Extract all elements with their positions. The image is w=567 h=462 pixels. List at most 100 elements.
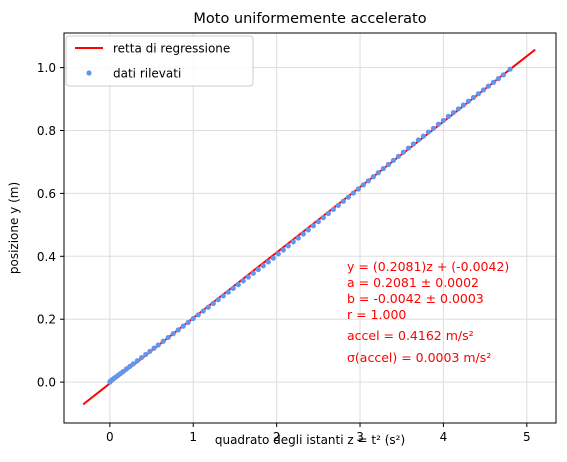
data-point [450,109,457,116]
y-axis-label: posizione y (m) [7,182,21,274]
data-point [225,289,231,295]
data-point [270,255,276,261]
x-tick-label: 4 [440,430,448,444]
chart-title: Moto uniformemente accelerato [193,11,426,27]
data-point [185,319,191,325]
data-point [490,79,497,85]
data-point [285,243,291,249]
data-point [360,182,366,188]
data-point [350,190,356,196]
x-axis-label: quadrato degli istanti z = t² (s²) [215,433,405,447]
data-point [507,66,513,72]
data-point [205,304,211,310]
data-point [195,312,201,318]
data-point [210,300,216,307]
data-point [455,106,462,112]
data-point [305,227,311,233]
data-point [245,274,251,280]
annotation-line: y = (0.2081)z + (-0.0042) [347,259,509,274]
axis-ticks: 0 1 2 3 4 5 0.0 0.2 0.4 0.6 0.8 1.0 [37,61,531,444]
data-point [420,133,427,139]
data-point [200,308,206,314]
data-point [470,94,477,101]
data-point [400,149,406,155]
data-point [475,91,482,97]
data-point [425,129,432,135]
plot-data [82,48,536,406]
data-point [325,210,331,217]
data-point [255,266,261,273]
data-point [290,239,296,245]
grid [64,33,556,423]
data-point [335,202,341,208]
x-tick-label: 3 [356,430,364,444]
data-point [355,186,361,192]
annotation-line: b = -0.0042 ± 0.0003 [347,291,484,306]
data-point [230,285,236,291]
legend-swatch-data-points [86,70,92,76]
data-point [415,137,422,143]
data-point [445,113,452,119]
data-point [175,327,181,333]
data-point [138,354,145,361]
data-point [134,358,140,364]
data-point [395,153,401,159]
data-point [480,87,487,93]
data-point [295,235,301,241]
data-point [151,345,157,351]
y-tick-label: 0.2 [37,313,56,327]
data-point [315,219,321,225]
data-point [215,297,221,303]
y-tick-label: 0.6 [37,187,56,201]
x-tick-label: 0 [106,430,114,444]
y-tick-label: 0.4 [37,250,56,264]
data-point [430,125,437,131]
data-point [160,338,166,344]
annotation-line: accel = 0.4162 m/s² [347,328,474,343]
fit-annotations: y = (0.2081)z + (-0.0042)a = 0.2081 ± 0.… [347,259,509,365]
data-point [250,270,256,276]
data-point [495,76,502,82]
annotation-line: σ(accel) = 0.0003 m/s² [347,350,491,365]
annotation-line: a = 0.2081 ± 0.0002 [347,275,479,290]
data-point [165,334,171,341]
plot-frame [63,32,557,424]
legend-label-regression: retta di regressione [113,42,230,56]
data-point [375,170,381,176]
data-point [390,157,396,163]
data-point [220,293,226,299]
data-point [385,161,391,168]
y-tick-label: 0.8 [37,124,56,138]
data-point [435,121,442,127]
data-point [465,98,472,104]
data-point [320,215,326,221]
data-point [155,342,161,348]
data-point [370,174,376,180]
data-point [440,117,447,124]
y-tick-label: 0.0 [37,376,56,390]
data-point [405,145,411,151]
data-point [345,194,351,200]
legend-label-data-points: dati rilevati [113,67,181,81]
data-point [260,263,266,269]
annotation-line: r = 1.000 [347,307,406,322]
data-point [143,351,149,358]
data-point [330,206,336,213]
data-point [275,251,281,257]
x-tick-label: 2 [273,430,281,444]
data-point [280,247,286,253]
data-point [500,72,507,78]
data-point [147,348,153,354]
data-point [365,178,371,184]
y-tick-label: 1.0 [37,61,56,75]
data-point [340,198,346,204]
data-point [410,141,416,147]
data-point [130,361,136,367]
data-point [460,102,467,108]
data-point [380,165,386,172]
data-point [485,83,492,89]
data-point [170,331,176,337]
data-point [190,315,196,322]
x-tick-label: 1 [189,430,197,444]
